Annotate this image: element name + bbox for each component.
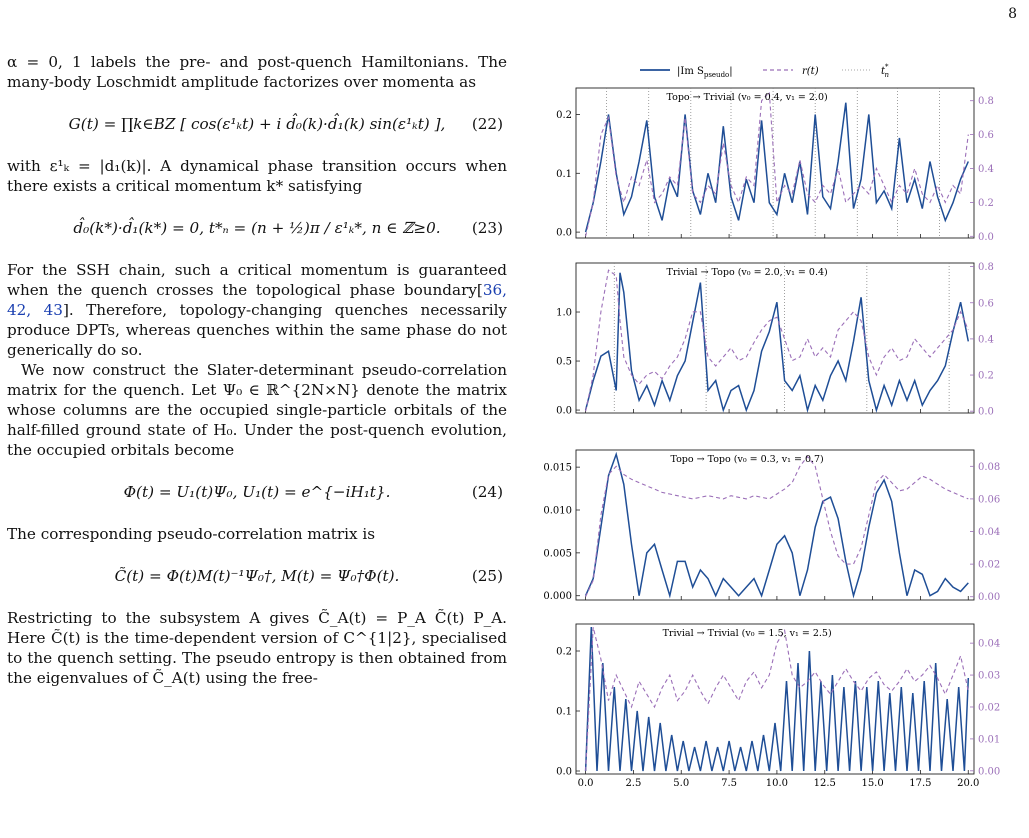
figure-panels: 0.0 0.1 0.2 0.0 0.2 0.4 0.6 0.8 Topo → Trivial (… [543,87,1000,790]
x-axis-label: Time t [757,788,793,790]
legend-solid-sub: pseudo [704,71,729,79]
y-left-tick-label: 0.0 [556,767,572,778]
y-right-tick-label: 0.06 [978,494,1000,505]
chart-frame [575,262,975,414]
citation-links[interactable]: 36, 42, 43 [7,281,507,319]
series-r-t [585,90,969,237]
y-left-tick-label: 0.2 [556,647,572,658]
y-right-tick-label: 0.4 [978,164,994,175]
y-left-tick-label: 0.1 [556,707,572,718]
x-tick-label: 5.0 [673,778,689,789]
legend-dotted-sup: * [885,63,889,71]
panel-title: Topo → Topo (v₀ = 0.3, v₁ = 0.7) [670,454,823,465]
legend-solid-end: | [729,66,732,77]
equation-24-body: Φ(t) = U₁(t)Ψ₀, U₁(t) = e^{−iH₁t}. [123,483,391,501]
y-right-tick-label: 0.04 [978,527,1000,538]
legend-dashed-label: r(t) [802,66,819,77]
x-tick-label: 10.0 [766,778,788,789]
equation-24-number: (24) [471,483,503,501]
y-left-tick-label: 0.0 [556,228,572,239]
series-r-t [585,455,969,597]
equation-23: d̂₀(k*)·d̂₁(k*) = 0, t*ₙ = (n + ½)π / ε¹… [7,210,507,246]
paragraph-ssh-start: For the SSH chain, such a critical momen… [7,261,507,299]
paragraph-ssh-end: ]. Therefore, topology-changing quenches… [7,301,508,359]
legend-dotted-label: t* n [881,63,890,79]
y-right-tick-label: 0.01 [978,734,1000,745]
paragraph-intro: α = 0, 1 labels the pre- and post-quench… [7,53,507,91]
equation-23-number: (23) [471,219,503,237]
y-left-tick-label: 0.015 [543,463,572,474]
panel-title: Trivial → Trivial (v₀ = 1.5, v₁ = 2.5) [663,628,832,639]
y-left-tick-label: 0.010 [543,506,572,517]
equation-22-body: G(t) = ∏k∈BZ [ cos(ε¹ₖt) + i d̂₀(k)·d̂₁(… [68,115,446,133]
y-right-tick-label: 0.0 [978,407,994,418]
y-left-tick-label: 0.0 [556,406,572,417]
equation-22-number: (22) [471,115,503,133]
y-right-tick-label: 0.00 [978,592,1000,603]
series-im-s-pseudo [584,102,969,233]
series-im-s-pseudo [584,272,970,414]
equation-24: Φ(t) = U₁(t)Ψ₀, U₁(t) = e^{−iH₁t}. (24) [7,474,507,510]
series-im-s-pseudo [584,626,970,772]
y-left-tick-label: 0.5 [556,357,572,368]
y-left-tick-label: 0.1 [556,169,572,180]
y-right-tick-label: 0.0 [978,232,994,243]
y-right-tick-label: 0.8 [978,96,994,107]
chart-frame [575,449,975,601]
equation-25-number: (25) [471,567,503,585]
chart-frame [575,623,975,775]
paragraph-restrict: Restricting to the subsystem A gives C̃_… [7,609,507,687]
chart-panel-2: 0.0 0.5 1.0 0.0 0.2 0.4 0.6 0.8 Trivial → Topo (… [556,262,994,418]
y-right-tick-label: 0.03 [978,671,1000,682]
x-tick-label: 2.5 [625,778,641,789]
chart-panel-3: 0.000 0.005 0.010 0.015 0.00 0.02 0.04 0.06 0.08… [543,449,1000,603]
y-right-tick-label: 0.08 [978,462,1000,473]
y-right-tick-label: 0.4 [978,334,994,345]
y-right-tick-label: 0.2 [978,371,994,382]
y-left-tick-label: 0.000 [543,591,572,602]
y-left-tick-label: 0.005 [543,548,572,559]
panel-title: Topo → Trivial (v₀ = 0.4, v₁ = 2.0) [667,92,828,103]
panel-title: Trivial → Topo (v₀ = 2.0, v₁ = 0.4) [667,267,828,278]
x-tick-label: 12.5 [814,778,836,789]
equation-25: C̃(t) = Φ(t)M(t)⁻¹Ψ₀†, M(t) = Ψ₀†Φ(t). (… [7,558,507,594]
y-right-tick-label: 0.02 [978,702,1000,713]
chart-panel-1: 0.0 0.1 0.2 0.0 0.2 0.4 0.6 0.8 Topo → Trivial (… [556,87,994,243]
legend-solid-label: |Im Spseudo| [677,66,733,79]
text-column: α = 0, 1 labels the pre- and post-quench… [7,52,507,688]
x-tick-label: 7.5 [721,778,737,789]
paragraph-ssh: For the SSH chain, such a critical momen… [7,260,507,360]
y-left-tick-label: 1.0 [556,308,572,319]
y-right-tick-label: 0.2 [978,198,994,209]
series-r-t [585,627,969,771]
figure: |Im Spseudo| r(t) t* n 0.00.10.20.00.20.40.… [543,63,1000,790]
x-tick-label: 20.0 [957,778,979,789]
page-number: 8 [1008,6,1017,22]
y-right-tick-label: 0.8 [978,262,994,273]
series-im-s-pseudo [584,451,969,599]
y-right-tick-label: 0.6 [978,130,994,141]
chart-frame [575,87,975,239]
equation-23-body: d̂₀(k*)·d̂₁(k*) = 0, t*ₙ = (n + ½)π / ε¹… [73,219,441,237]
y-right-tick-label: 0.6 [978,298,994,309]
y-left-tick-label: 0.2 [556,110,572,121]
paragraph-construct: We now construct the Slater-determinant … [7,361,507,459]
x-tick-label: 17.5 [909,778,931,789]
y-right-tick-label: 0.02 [978,560,1000,571]
legend-dotted-sub: n [885,71,890,79]
paragraph-pseudo-correlation: The corresponding pseudo-correlation mat… [7,525,376,543]
x-tick-label: 0.0 [578,778,594,789]
y-right-tick-label: 0.00 [978,766,1000,777]
equation-22: G(t) = ∏k∈BZ [ cos(ε¹ₖt) + i d̂₀(k)·d̂₁(… [7,106,507,142]
x-tick-label: 15.0 [861,778,883,789]
equation-25-body: C̃(t) = Φ(t)M(t)⁻¹Ψ₀†, M(t) = Ψ₀†Φ(t). [114,567,400,585]
figure-legend: |Im Spseudo| r(t) t* n [640,63,890,79]
chart-panel-4: 0.0 2.5 5.0 7.5 10.0 12.5 15.0 17.5 20.0 Time t 0.… [556,623,1000,790]
y-right-tick-label: 0.04 [978,639,1000,650]
paragraph-dpt: with ε¹ₖ = |d₁(k)|. A dynamical phase tr… [7,157,507,195]
